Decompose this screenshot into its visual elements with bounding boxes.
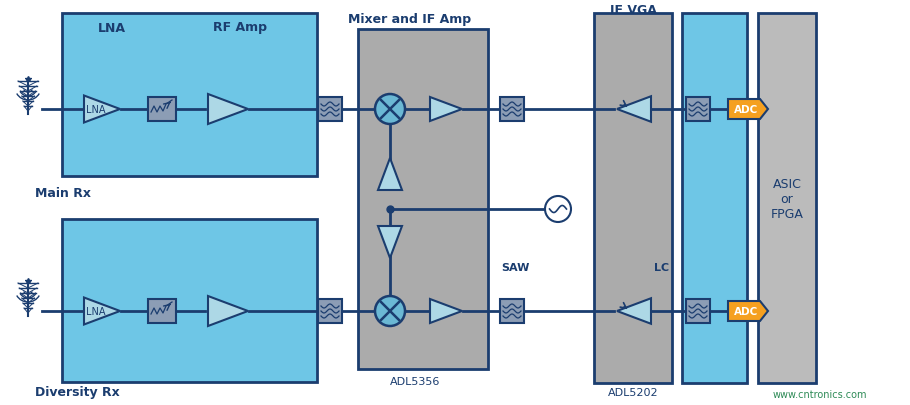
Polygon shape	[430, 98, 462, 121]
Text: LNA: LNA	[86, 105, 106, 115]
Polygon shape	[430, 299, 462, 323]
Bar	[318, 98, 342, 121]
Polygon shape	[84, 96, 120, 123]
Text: IF VGA: IF VGA	[610, 4, 656, 17]
Bar	[686, 98, 710, 121]
Bar	[500, 299, 524, 323]
Text: www.cntronics.com: www.cntronics.com	[773, 389, 867, 399]
Text: LC: LC	[654, 262, 670, 272]
Bar	[148, 98, 176, 121]
Bar	[62, 14, 317, 177]
Polygon shape	[84, 298, 120, 325]
Polygon shape	[208, 95, 248, 125]
Bar	[500, 98, 524, 121]
Text: SAW: SAW	[501, 262, 530, 272]
Polygon shape	[617, 97, 651, 122]
Text: LNA: LNA	[86, 306, 106, 316]
Circle shape	[545, 196, 571, 222]
Bar	[686, 299, 710, 323]
Polygon shape	[617, 298, 651, 324]
Bar	[358, 30, 488, 369]
Text: ASIC: ASIC	[773, 178, 802, 191]
Text: ADL5202: ADL5202	[608, 387, 658, 397]
Polygon shape	[378, 226, 402, 258]
Text: ADC: ADC	[733, 306, 758, 316]
Text: Main Rx: Main Rx	[35, 187, 91, 200]
Text: ADL5356: ADL5356	[389, 376, 440, 386]
Bar	[148, 299, 176, 323]
Bar	[318, 299, 342, 323]
Polygon shape	[378, 159, 402, 190]
Circle shape	[375, 296, 405, 326]
Text: FPGA: FPGA	[771, 208, 804, 221]
Polygon shape	[728, 301, 768, 321]
Bar	[62, 220, 317, 382]
Bar	[594, 14, 672, 383]
Bar	[758, 14, 816, 383]
Bar	[682, 14, 747, 383]
Polygon shape	[208, 296, 248, 326]
Text: or: or	[781, 193, 794, 206]
Text: RF Amp: RF Amp	[213, 21, 267, 34]
Circle shape	[375, 95, 405, 125]
Text: Mixer and IF Amp: Mixer and IF Amp	[349, 13, 471, 26]
Text: Diversity Rx: Diversity Rx	[35, 386, 120, 399]
Text: LNA: LNA	[98, 21, 126, 34]
Polygon shape	[728, 100, 768, 120]
Text: ADC: ADC	[733, 105, 758, 115]
